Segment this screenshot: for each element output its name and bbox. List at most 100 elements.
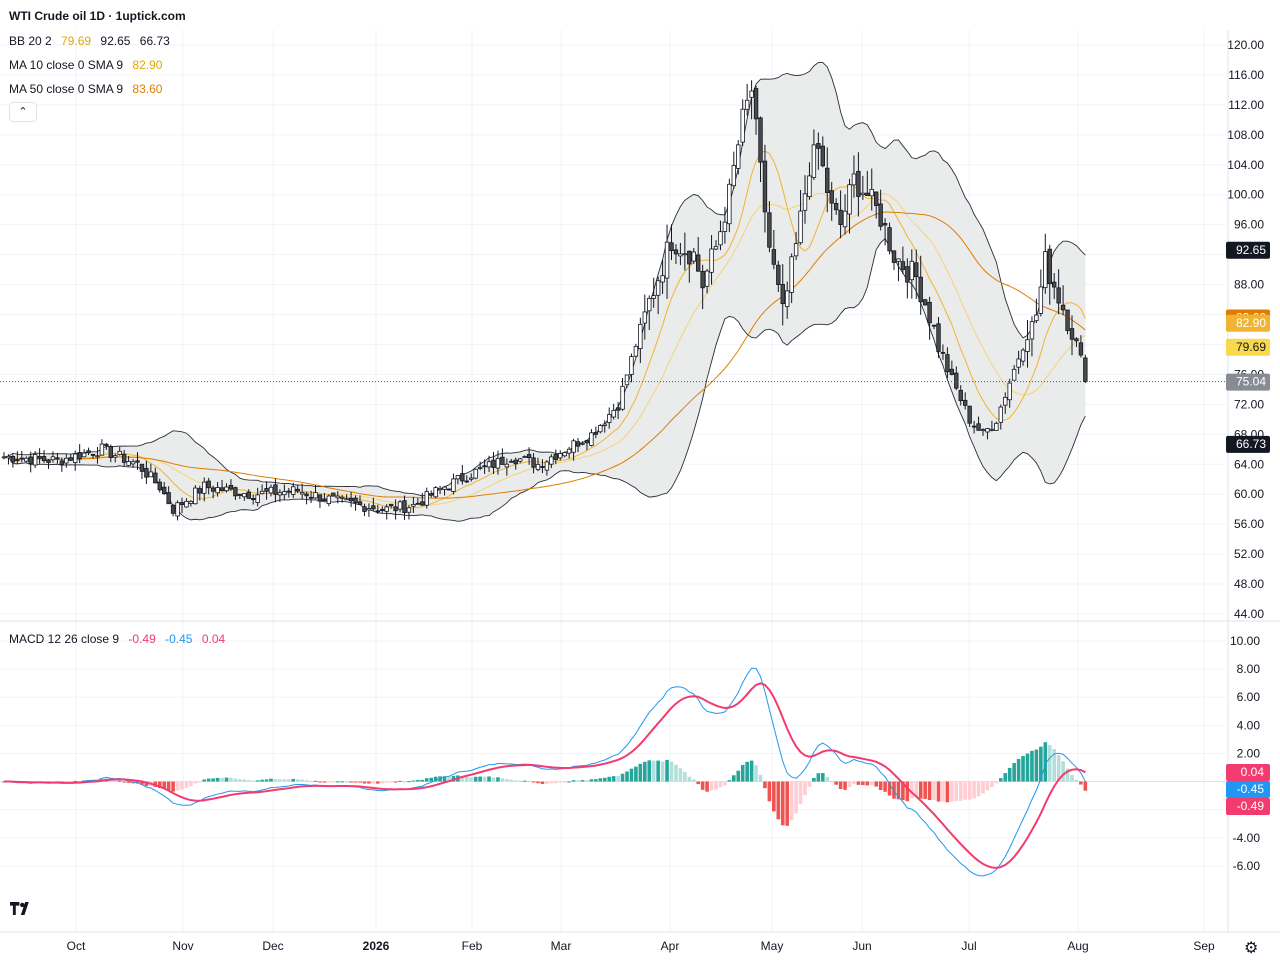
candle — [526, 454, 532, 459]
candle — [1043, 251, 1048, 289]
candle — [882, 223, 888, 226]
candle — [188, 500, 194, 504]
macd-histogram-bar — [273, 779, 278, 782]
candle — [878, 203, 883, 227]
price-label: 82.90 — [1236, 316, 1266, 330]
macd-histogram-bar — [2, 781, 6, 783]
macd-histogram-bar — [923, 781, 927, 799]
macd-histogram-bar — [77, 781, 82, 783]
candle — [793, 243, 799, 257]
macd-histogram-bar — [1047, 745, 1052, 782]
macd-histogram-bar — [442, 776, 447, 782]
macd-histogram-bar — [763, 781, 767, 789]
macd-value-label: 0.04 — [1241, 765, 1265, 779]
ma10-line — [3, 150, 1086, 510]
candle — [1, 456, 7, 459]
candle — [24, 457, 29, 462]
macd-axis-tick: 6.00 — [1237, 690, 1261, 704]
macd-histogram-bar — [732, 775, 736, 782]
candle — [166, 492, 171, 505]
macd-histogram-bar — [509, 779, 514, 782]
gear-icon[interactable]: ⚙ — [1244, 940, 1259, 957]
candle — [219, 487, 225, 492]
macd-histogram-bar — [380, 781, 385, 784]
macd-value-box — [1226, 764, 1270, 781]
candle — [615, 407, 621, 411]
candle — [90, 453, 96, 456]
macd-value-box — [1226, 781, 1270, 798]
candle — [825, 167, 830, 193]
macd-histogram-bar — [585, 780, 589, 782]
macd-histogram-bar — [144, 781, 149, 786]
candle — [704, 270, 710, 287]
ma10-value: 82.90 — [132, 58, 163, 72]
macd-axis-tick: 2.00 — [1237, 746, 1261, 760]
ma50-line — [3, 211, 1086, 499]
candle — [353, 497, 358, 504]
macd-histogram-bar — [874, 781, 878, 787]
candle — [940, 351, 946, 354]
macd-histogram-bar — [411, 780, 416, 782]
candle — [126, 461, 131, 466]
price-axis-tick: 56.00 — [1234, 517, 1264, 531]
time-axis-tick: Jun — [852, 939, 871, 953]
candle — [869, 188, 874, 197]
macd-histogram-bar — [536, 781, 540, 784]
candle — [473, 468, 478, 479]
chart-title: WTI Crude oil 1D · 1uptick.com — [9, 9, 186, 23]
candle — [237, 493, 243, 496]
candle — [313, 492, 318, 499]
macd-histogram-bar — [945, 781, 950, 803]
candle — [744, 99, 750, 110]
candle — [789, 256, 794, 293]
candle — [540, 466, 545, 468]
macd-histogram-bar — [224, 777, 229, 782]
candle — [37, 456, 42, 459]
tradingview-logo-icon[interactable] — [10, 902, 36, 918]
macd-histogram-bar — [1012, 763, 1016, 782]
candle — [233, 487, 238, 497]
candle — [317, 494, 323, 502]
macd-line-value: -0.45 — [165, 632, 193, 646]
macd-histogram-bar — [189, 781, 193, 787]
bb-legend[interactable]: BB 20 2 79.69 92.65 66.73 — [9, 34, 176, 48]
macd-histogram-bar — [785, 781, 789, 826]
candle — [642, 311, 647, 324]
macd-histogram-bar — [393, 781, 398, 783]
candle — [842, 210, 848, 228]
ma50-legend[interactable]: MA 50 close 0 SMA 9 83.60 — [9, 82, 168, 96]
candle — [108, 446, 113, 458]
candle — [722, 221, 728, 232]
candle — [802, 193, 808, 211]
macd-histogram-bar — [562, 781, 567, 783]
macd-histogram-bar — [789, 781, 794, 821]
candle — [664, 241, 670, 279]
macd-value-label: -0.49 — [1237, 799, 1265, 813]
bb-upper-line — [3, 62, 1086, 497]
macd-histogram-bar — [238, 779, 242, 782]
macd-value-label: -0.45 — [1237, 782, 1265, 796]
candle — [170, 504, 176, 514]
candle — [437, 487, 443, 491]
candle — [299, 492, 305, 495]
time-axis-tick: Jul — [961, 939, 976, 953]
ma10-legend[interactable]: MA 10 close 0 SMA 9 82.90 — [9, 58, 168, 72]
macd-histogram-bar — [313, 780, 318, 782]
macd-histogram-bar — [465, 776, 469, 782]
macd-histogram-bar — [736, 770, 741, 782]
macd-histogram-bar — [304, 780, 309, 782]
candle — [620, 385, 625, 410]
macd-histogram-bar — [576, 780, 580, 782]
macd-axis-tick: 8.00 — [1237, 662, 1261, 676]
candle — [1056, 287, 1061, 304]
candle — [1047, 248, 1052, 285]
collapse-legend-button[interactable]: ⌃ — [9, 102, 37, 122]
candle — [41, 456, 47, 462]
macd-histogram-bar — [1030, 750, 1034, 782]
candle — [980, 429, 986, 431]
macd-histogram-bar — [211, 778, 215, 782]
bb-lower-value: 66.73 — [139, 34, 170, 48]
price-label-box — [1226, 373, 1270, 391]
macd-legend[interactable]: MACD 12 26 close 9 -0.49 -0.45 0.04 — [9, 632, 231, 646]
macd-histogram-bar — [723, 781, 727, 786]
